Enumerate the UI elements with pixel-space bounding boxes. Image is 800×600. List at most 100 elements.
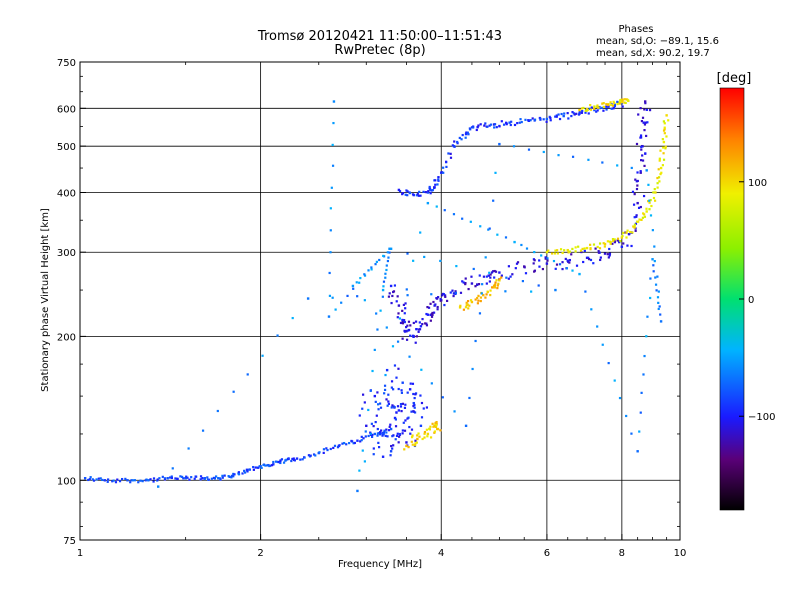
data-point — [381, 455, 385, 458]
data-point-interp — [389, 423, 392, 426]
data-point-interp — [415, 441, 418, 444]
data-point-interp — [331, 143, 334, 147]
data-point-interp — [492, 199, 495, 202]
data-point-interp — [439, 299, 442, 302]
data-point-interp — [601, 102, 604, 105]
data-point-interp — [570, 253, 573, 256]
data-point-interp — [170, 476, 174, 480]
data-point-interp — [418, 435, 421, 438]
data-point-interp — [641, 159, 645, 162]
data-point-interp — [505, 123, 508, 126]
data-point-interp — [404, 403, 407, 406]
data-point-interp — [387, 402, 391, 406]
data-point-interp — [645, 134, 648, 138]
data-point-interp — [443, 303, 446, 307]
data-point-interp — [557, 113, 560, 116]
data-point-interp — [653, 188, 656, 191]
data-point-interp — [111, 480, 114, 483]
data-point-interp — [451, 289, 454, 292]
data-point-interp — [442, 293, 446, 296]
colorbar-tick-label: 0 — [748, 295, 754, 306]
data-point-interp — [639, 205, 642, 209]
data-point — [562, 114, 565, 118]
data-point — [578, 108, 581, 112]
data-point-interp — [588, 107, 591, 110]
data-point-interp — [655, 289, 658, 292]
data-point-interp — [651, 229, 654, 232]
data-point-interp — [412, 392, 415, 396]
data-point — [645, 169, 648, 172]
data-point — [636, 450, 639, 453]
data-point — [566, 248, 569, 252]
data-point-interp — [606, 103, 610, 107]
data-point-interp — [587, 112, 590, 115]
data-point-interp — [525, 247, 529, 250]
data-point-interp — [397, 367, 400, 370]
data-point-interp — [87, 478, 90, 482]
data-point — [585, 246, 589, 250]
data-point-interp — [395, 376, 398, 379]
data-point-interp — [518, 121, 521, 124]
data-point-interp — [399, 402, 403, 406]
data-point-interp — [413, 411, 417, 414]
data-point — [426, 313, 430, 316]
data-point-interp — [598, 242, 602, 245]
data-point-interp — [176, 477, 179, 480]
data-point-interp — [106, 480, 109, 483]
data-point-interp — [461, 133, 464, 137]
data-point — [620, 236, 624, 239]
data-point-interp — [581, 247, 584, 251]
data-point-interp — [542, 118, 545, 121]
data-point-interp — [398, 317, 402, 320]
data-point-interp — [429, 425, 432, 428]
data-point-interp — [452, 213, 456, 216]
data-point-interp — [633, 226, 636, 229]
y-tick-label: 500 — [57, 142, 76, 153]
data-point-interp — [429, 192, 432, 195]
data-point-interp — [663, 122, 666, 125]
data-point-interp — [630, 432, 633, 435]
data-point — [397, 409, 401, 412]
data-point — [585, 256, 589, 260]
data-point-interp — [486, 125, 489, 128]
data-point-interp — [415, 328, 418, 331]
data-point-interp — [431, 422, 434, 425]
data-point-interp — [264, 464, 267, 467]
data-point-interp — [481, 283, 484, 286]
data-point-interp — [662, 152, 665, 155]
data-point-interp — [429, 313, 432, 317]
data-point-interp — [376, 391, 379, 394]
data-point-interp — [514, 267, 517, 270]
data-point-interp — [500, 276, 503, 279]
data-point-interp — [461, 217, 464, 220]
data-point — [157, 485, 160, 488]
data-point-interp — [616, 239, 619, 242]
data-point-interp — [561, 267, 564, 271]
stats-line-o: mean, sd,O: −89.1, 15.6 — [596, 36, 719, 47]
data-point-interp — [595, 110, 598, 113]
data-point-interp — [490, 271, 494, 274]
data-point-interp — [462, 281, 465, 284]
data-point-interp — [625, 231, 628, 234]
data-point — [389, 450, 393, 453]
data-point-interp — [489, 123, 493, 126]
data-point-interp — [411, 434, 414, 437]
data-point — [476, 125, 479, 129]
data-point-interp — [505, 276, 508, 279]
data-point-interp — [545, 120, 548, 123]
data-point-interp — [484, 122, 487, 125]
plot-frame — [79, 61, 681, 541]
data-point-interp — [466, 300, 470, 303]
data-point-interp — [427, 306, 431, 309]
data-point — [452, 292, 456, 295]
data-point-interp — [495, 279, 498, 282]
data-point — [458, 306, 462, 309]
data-point-interp — [92, 479, 96, 482]
data-point-interp — [391, 345, 395, 348]
data-point-interp — [642, 373, 645, 376]
data-point-interp — [424, 322, 427, 325]
data-point-interp — [504, 236, 508, 239]
data-point-interp — [420, 368, 423, 371]
data-point-interp — [429, 319, 432, 322]
data-point-interp — [498, 277, 501, 281]
